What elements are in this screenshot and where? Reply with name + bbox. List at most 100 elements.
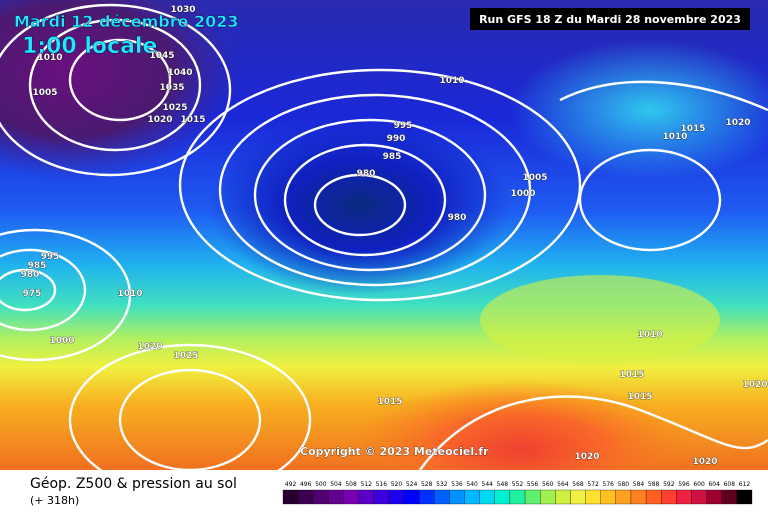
legend-swatch: [464, 489, 480, 505]
legend-label: 516: [376, 481, 388, 488]
legend-swatch: [479, 489, 495, 505]
legend-swatch: [540, 489, 556, 505]
legend-swatch: [691, 489, 707, 505]
legend-label: 520: [391, 481, 403, 488]
legend-swatch: [419, 489, 435, 505]
isobar-label: 1035: [159, 83, 184, 93]
legend-swatch: [343, 489, 359, 505]
legend-swatch: [645, 489, 662, 505]
isobar-label: 975: [23, 289, 42, 299]
legend-swatch: [676, 489, 692, 505]
legend-swatch: [328, 489, 344, 505]
isobar-label: 990: [387, 134, 406, 144]
legend-label: 552: [512, 481, 524, 488]
isobar-label: 1015: [619, 370, 644, 380]
isobar-label: 985: [28, 261, 47, 271]
legend-label: 612: [739, 481, 751, 488]
legend-label: 508: [345, 481, 357, 488]
isobar-label: 1025: [162, 103, 187, 113]
isobar-label: 1010: [637, 330, 662, 340]
legend-swatch: [358, 489, 374, 505]
isobar-label: 1040: [167, 68, 192, 78]
legend-swatch: [706, 489, 722, 505]
isobar-label: 1020: [147, 115, 172, 125]
legend-swatch: [585, 489, 601, 505]
isobar-label: 1015: [627, 392, 652, 402]
isobar-label: 985: [383, 152, 402, 162]
legend-swatch: [494, 489, 511, 505]
isobar-label: 1030: [170, 5, 195, 15]
isobar-label: 1010: [37, 53, 62, 63]
legend-label: 500: [315, 481, 327, 488]
legend-label: 504: [330, 481, 342, 488]
isobar-label: 1005: [32, 88, 57, 98]
isobar-label: 1010: [662, 132, 687, 142]
legend-swatch: [509, 489, 526, 505]
legend-label: 532: [436, 481, 448, 488]
legend-label: 512: [360, 481, 372, 488]
legend-swatch: [615, 489, 632, 505]
legend-swatch: [600, 489, 616, 505]
legend-swatch: [403, 489, 420, 505]
isobar-label: 1020: [137, 342, 162, 352]
legend-label: 572: [587, 481, 599, 488]
legend-swatch: [282, 489, 299, 505]
legend-swatch: [297, 489, 314, 505]
legend-swatch: [388, 489, 405, 505]
legend-label: 596: [678, 481, 690, 488]
isobar-label: 980: [21, 270, 40, 280]
legend-label: 568: [572, 481, 584, 488]
isobar-label: 995: [41, 252, 60, 262]
isobar-label: 1020: [692, 457, 717, 467]
isobars: [0, 3, 768, 497]
legend-label: 604: [708, 481, 720, 488]
legend-label: 540: [466, 481, 478, 488]
isobar-label: 1045: [149, 51, 174, 61]
legend-swatch: [736, 489, 753, 505]
legend-label: 580: [618, 481, 630, 488]
legend-label: 588: [648, 481, 660, 488]
isobar-label: 1020: [742, 380, 767, 390]
copyright: Copyright © 2023 Meteociel.fr: [300, 445, 489, 458]
isobar-label: 1010: [439, 76, 464, 86]
isobar-label: 1020: [574, 452, 599, 462]
run-box: [470, 8, 750, 30]
legend-swatch: [313, 489, 329, 505]
legend-label: 556: [527, 481, 539, 488]
footer-title: Géop. Z500 & pression au sol: [30, 476, 237, 492]
legend-label: 564: [557, 481, 569, 488]
time-label: 1:00 locale: [22, 34, 157, 59]
isobar-label: 1025: [173, 351, 198, 361]
legend-label: 608: [724, 481, 736, 488]
legend-swatch: [524, 489, 541, 505]
legend-swatch: [555, 489, 571, 505]
legend-swatch: [661, 489, 677, 505]
legend: 492 496 500 504 508 512 516 520 524 528 532 536 540 5…: [282, 481, 753, 505]
legend-label: 548: [497, 481, 509, 488]
legend-label: 544: [482, 481, 494, 488]
isobar-label: 980: [448, 213, 467, 223]
isobar-label: 1000: [49, 336, 74, 346]
legend-label: 536: [451, 481, 463, 488]
legend-label: 524: [406, 481, 418, 488]
legend-label: 528: [421, 481, 433, 488]
isobar-label: 1015: [680, 124, 705, 134]
date-label: Mardi 12 décembre 2023: [14, 12, 239, 31]
isobar-label: 1010: [117, 289, 142, 299]
legend-label: 600: [693, 481, 705, 488]
footer-lead: (+ 318h): [30, 494, 79, 507]
legend-label: 592: [663, 481, 675, 488]
legend-label: 492: [285, 481, 297, 488]
isobar-label: 1015: [180, 115, 205, 125]
legend-label: 560: [542, 481, 554, 488]
isobar-label: 1005: [522, 173, 547, 183]
legend-label: 584: [633, 481, 645, 488]
isobar-label: 980: [357, 169, 376, 179]
legend-swatch: [721, 489, 738, 505]
legend-label: 496: [300, 481, 312, 488]
legend-label: 576: [603, 481, 615, 488]
